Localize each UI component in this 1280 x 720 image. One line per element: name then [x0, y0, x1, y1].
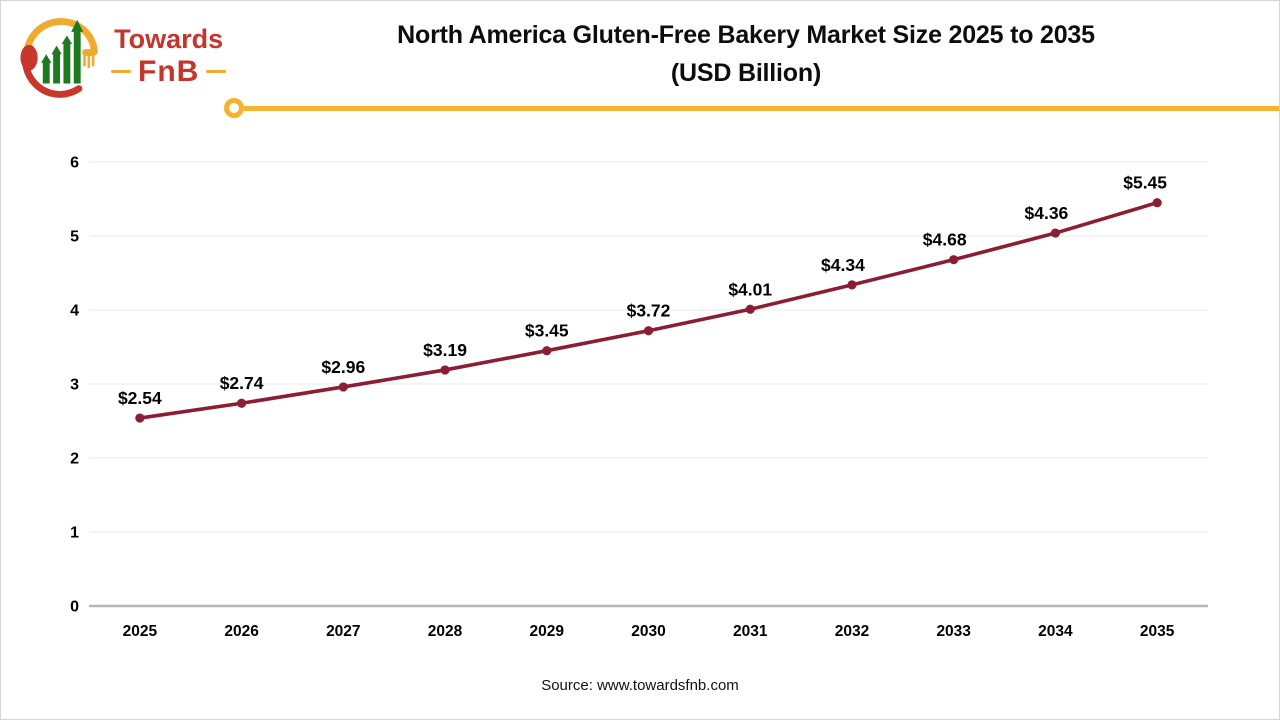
- data-point-label: $3.72: [627, 301, 671, 321]
- x-tick-label: 2030: [631, 623, 665, 640]
- data-point-label: $4.34: [821, 255, 865, 275]
- brand-name-bottom: FnB: [138, 54, 200, 88]
- data-point: [542, 346, 552, 356]
- x-tick-label: 2035: [1140, 623, 1175, 640]
- fork-icon: [82, 49, 97, 69]
- chart-title-line1: North America Gluten-Free Bakery Market …: [397, 21, 1095, 49]
- x-tick-label: 2028: [428, 623, 463, 640]
- data-point-label: $2.74: [220, 373, 264, 393]
- x-tick-label: 2031: [733, 623, 768, 640]
- data-point: [1152, 198, 1162, 208]
- y-tick-label: 3: [70, 377, 79, 394]
- data-point-label: $5.45: [1123, 173, 1167, 193]
- data-point-label: $2.96: [321, 357, 365, 377]
- data-point-label: $3.19: [423, 340, 467, 360]
- x-tick-label: 2027: [326, 623, 360, 640]
- x-tick-label: 2034: [1038, 623, 1073, 640]
- data-point-label: $4.36: [1025, 203, 1069, 223]
- data-point: [745, 304, 755, 314]
- data-point-label: $3.45: [525, 321, 569, 341]
- y-tick-label: 0: [70, 599, 79, 616]
- brand-name-top: Towards: [114, 24, 224, 55]
- accent-divider-line: [244, 106, 1279, 111]
- data-point: [1050, 228, 1061, 238]
- brand-logo: Towards FnB: [17, 13, 227, 99]
- x-tick-label: 2025: [123, 623, 158, 640]
- y-tick-label: 5: [70, 229, 79, 246]
- chart-title: North America Gluten-Free Bakery Market …: [241, 17, 1251, 92]
- x-tick-label: 2033: [936, 623, 971, 640]
- source-text: Source: www.towardsfnb.com: [541, 677, 739, 694]
- brand-dash-left: [111, 70, 131, 74]
- data-point-label: $4.01: [728, 279, 772, 299]
- data-point: [338, 382, 348, 392]
- logo-arc-yellow: [23, 17, 98, 56]
- chart-title-line2: (USD Billion): [670, 58, 822, 87]
- brand-logo-icon: [20, 17, 98, 98]
- brand-dash-right: [206, 70, 227, 74]
- x-tick-label: 2032: [835, 623, 869, 640]
- y-tick-label: 4: [70, 303, 79, 320]
- data-point: [236, 398, 247, 408]
- data-point: [135, 413, 145, 423]
- spoon-icon: [20, 44, 38, 71]
- data-point-label: $4.68: [923, 230, 967, 250]
- data-point: [643, 326, 654, 336]
- y-tick-label: 2: [70, 451, 79, 468]
- y-tick-label: 6: [70, 155, 79, 172]
- x-tick-label: 2029: [530, 623, 565, 640]
- brand-text: Towards FnB: [111, 24, 227, 88]
- x-tick-label: 2026: [224, 623, 259, 640]
- y-tick-label: 1: [70, 525, 79, 542]
- accent-divider-ring-icon: [224, 98, 244, 118]
- data-point: [847, 280, 857, 290]
- data-point-label: $2.54: [118, 388, 162, 408]
- data-point: [949, 255, 959, 265]
- growth-bars-icon: [41, 19, 84, 84]
- data-point: [440, 365, 450, 375]
